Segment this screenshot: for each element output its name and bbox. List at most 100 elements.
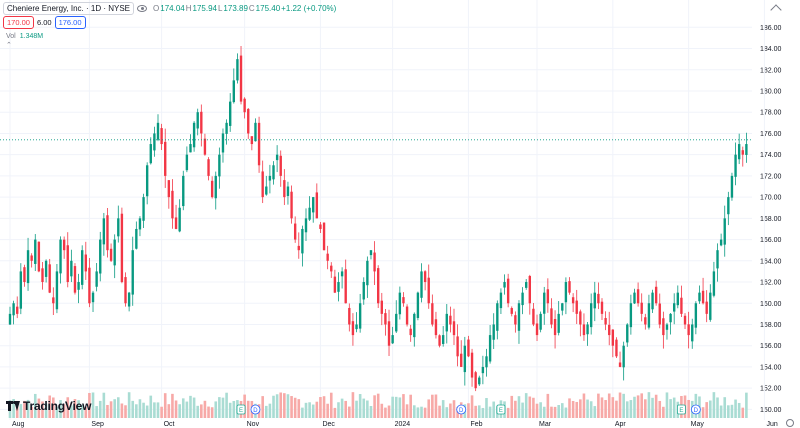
candle-body xyxy=(167,180,171,198)
low-label: L xyxy=(217,4,223,13)
volume-bar xyxy=(625,401,629,418)
volume-bar xyxy=(329,392,333,418)
candle-body xyxy=(247,108,250,134)
buy-button[interactable]: 176.00 xyxy=(54,16,86,29)
candle-body xyxy=(239,55,243,102)
candle-body xyxy=(676,292,679,306)
volume-bar xyxy=(557,405,560,418)
candle-body xyxy=(673,303,676,312)
candle-body xyxy=(200,111,203,134)
volume-bar xyxy=(420,406,423,418)
candle-body xyxy=(19,271,23,309)
candle-body xyxy=(488,335,492,362)
candle-body xyxy=(709,292,712,320)
x-tick-label: Aug xyxy=(12,421,25,428)
volume-bar xyxy=(109,401,113,418)
volume-bar xyxy=(337,402,340,418)
tradingview-logo[interactable]: TradingView xyxy=(6,399,91,413)
settings-icon[interactable] xyxy=(786,419,794,427)
candle-body xyxy=(62,239,66,251)
y-tick-label: 176.00 xyxy=(760,131,782,138)
volume-bar xyxy=(59,400,62,418)
symbol-title-box[interactable]: Cheniere Energy, Inc. · 1D · NYSE xyxy=(3,2,135,15)
volume-bar xyxy=(604,400,607,418)
volume-bar xyxy=(315,401,319,418)
volume-bar xyxy=(355,400,358,418)
volume-bar xyxy=(203,400,207,418)
candle-body xyxy=(41,268,44,283)
volume-bar xyxy=(145,405,149,418)
volume-bar xyxy=(524,393,528,418)
candle-body xyxy=(492,324,495,340)
volume-bar xyxy=(492,401,496,418)
volume-bar xyxy=(741,407,745,418)
event-marker-label: D xyxy=(459,408,464,414)
candle-body xyxy=(539,313,542,330)
volume-bar xyxy=(582,393,586,418)
candle-body xyxy=(640,302,643,314)
candle-body xyxy=(420,271,423,298)
collapse-chevron-icon[interactable]: ⌃ xyxy=(6,42,12,49)
volume-bar xyxy=(672,397,676,418)
trade-buttons: 170.00 6.00 176.00 xyxy=(3,16,86,29)
candle-body xyxy=(553,319,557,336)
volume-bar xyxy=(427,399,431,418)
volume-bar xyxy=(167,404,171,418)
candle-body xyxy=(52,297,55,304)
volume-bar xyxy=(19,404,23,418)
volume-bar xyxy=(232,400,236,418)
volume-bar xyxy=(409,394,412,418)
event-marker-label: E xyxy=(499,408,503,414)
volume-bar xyxy=(348,406,351,418)
volume-bar xyxy=(586,399,589,418)
candle-body xyxy=(268,175,272,181)
volume-bar xyxy=(84,407,88,418)
volume-legend: Vol 1.348M xyxy=(6,33,43,40)
volume-bar xyxy=(246,400,250,418)
candle-body xyxy=(366,260,369,286)
volume-bar xyxy=(398,397,402,418)
candle-body xyxy=(315,192,319,219)
y-tick-label: 158.00 xyxy=(760,322,782,329)
x-tick-label: Feb xyxy=(470,421,482,428)
candle-body xyxy=(481,366,485,374)
sell-button[interactable]: 170.00 xyxy=(3,16,34,29)
volume-bar xyxy=(98,400,102,418)
candle-body xyxy=(34,239,37,264)
candle-body xyxy=(203,138,207,155)
volume-bar xyxy=(510,395,514,418)
candle-body xyxy=(30,255,33,261)
volume-bar xyxy=(149,395,153,418)
volume-bar xyxy=(506,407,510,418)
candle-body xyxy=(629,303,633,328)
candle-body xyxy=(470,352,474,378)
candle-body xyxy=(525,282,528,288)
volume-bar xyxy=(344,400,348,418)
candle-body xyxy=(326,253,329,261)
candle-body xyxy=(485,356,488,368)
volume-bar xyxy=(727,405,730,418)
candle-body xyxy=(654,286,658,304)
volume-bar xyxy=(488,406,492,418)
volume-bar xyxy=(135,404,138,418)
eye-icon[interactable] xyxy=(137,5,148,12)
volume-bar xyxy=(532,397,535,418)
candle-body xyxy=(622,345,625,368)
candle-body xyxy=(113,239,116,266)
volume-bar xyxy=(55,406,59,418)
volume-bar xyxy=(124,405,127,418)
candle-body xyxy=(44,260,48,277)
candle-body xyxy=(423,271,427,283)
candle-body xyxy=(579,311,582,325)
volume-bar xyxy=(452,400,456,418)
candle-body xyxy=(214,175,217,199)
candle-body xyxy=(506,278,510,304)
candle-body xyxy=(142,197,145,221)
volume-bar xyxy=(207,406,210,418)
volume-bar xyxy=(127,392,131,418)
candle-body xyxy=(66,245,69,283)
candle-body xyxy=(16,306,19,314)
volume-bar xyxy=(286,394,290,418)
